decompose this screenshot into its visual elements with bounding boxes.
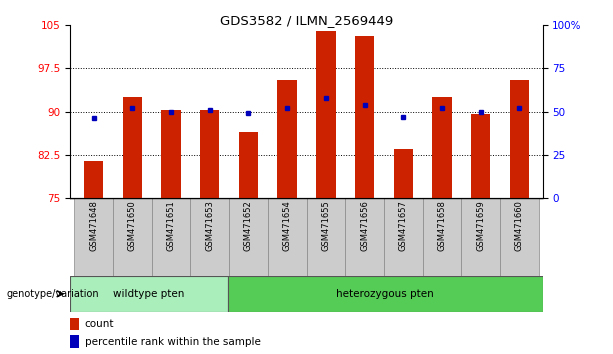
Bar: [384, 198, 422, 276]
Text: GSM471651: GSM471651: [167, 201, 175, 251]
Text: count: count: [85, 319, 114, 329]
Text: GSM471656: GSM471656: [360, 201, 369, 251]
Bar: [70, 276, 228, 312]
Bar: [113, 198, 152, 276]
Bar: [316, 30, 335, 198]
Bar: [84, 161, 104, 198]
Text: percentile rank within the sample: percentile rank within the sample: [85, 337, 261, 347]
Bar: [229, 198, 268, 276]
Text: GSM471658: GSM471658: [438, 201, 446, 251]
Text: genotype/variation: genotype/variation: [6, 289, 99, 299]
Bar: [471, 114, 490, 198]
Text: GSM471654: GSM471654: [283, 201, 292, 251]
Bar: [355, 36, 374, 198]
Bar: [461, 198, 500, 276]
Text: GSM471653: GSM471653: [205, 201, 215, 251]
Text: GSM471652: GSM471652: [244, 201, 253, 251]
Text: GSM471650: GSM471650: [128, 201, 137, 251]
Bar: [152, 198, 191, 276]
Bar: [509, 80, 529, 198]
Bar: [70, 318, 79, 330]
Text: GSM471657: GSM471657: [398, 201, 408, 251]
Bar: [306, 198, 345, 276]
Text: GDS3582 / ILMN_2569449: GDS3582 / ILMN_2569449: [220, 14, 393, 27]
Bar: [123, 97, 142, 198]
Bar: [345, 198, 384, 276]
Text: GSM471648: GSM471648: [89, 201, 98, 251]
Bar: [268, 198, 306, 276]
Text: wildtype pten: wildtype pten: [113, 289, 185, 299]
Text: GSM471660: GSM471660: [515, 201, 524, 251]
Bar: [278, 80, 297, 198]
Bar: [432, 97, 452, 198]
Bar: [394, 149, 413, 198]
Bar: [70, 335, 79, 348]
Bar: [74, 198, 113, 276]
Bar: [200, 110, 219, 198]
Bar: [239, 132, 258, 198]
Bar: [422, 198, 461, 276]
Text: GSM471659: GSM471659: [476, 201, 485, 251]
Text: GSM471655: GSM471655: [321, 201, 330, 251]
Bar: [500, 198, 539, 276]
Bar: [228, 276, 543, 312]
Bar: [161, 110, 181, 198]
Bar: [191, 198, 229, 276]
Text: heterozygous pten: heterozygous pten: [337, 289, 434, 299]
